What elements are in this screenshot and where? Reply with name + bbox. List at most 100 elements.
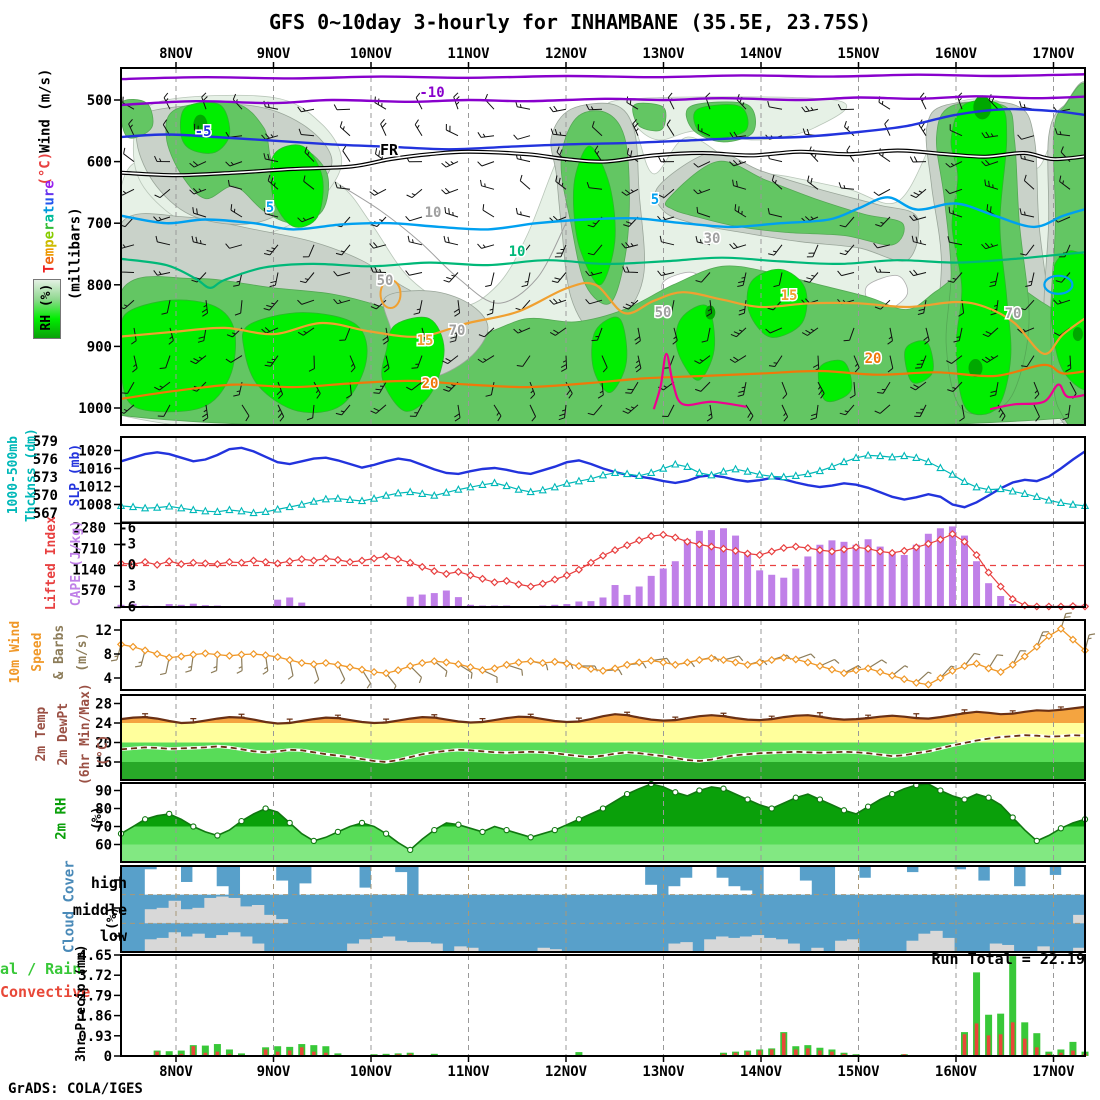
date-label-top: 11NOV xyxy=(447,46,490,62)
date-label-bottom: 10NOV xyxy=(350,1064,393,1080)
contour-label: 70 xyxy=(1005,306,1022,322)
temp-tick-label: 20 xyxy=(95,736,112,752)
temperature-letter: t xyxy=(41,205,58,215)
date-label-bottom: 9NOV xyxy=(257,1064,291,1080)
temperature-letter: a xyxy=(41,214,58,223)
li-tick-label: 0 xyxy=(128,558,136,574)
temperature-letter: u xyxy=(41,197,58,206)
cape-tick-label: 570 xyxy=(81,583,106,599)
date-label-top: 15NOV xyxy=(837,46,880,62)
precip-tick-label: 3.72 xyxy=(78,968,112,984)
date-label-bottom: 14NOV xyxy=(740,1064,783,1080)
panel-cape-li xyxy=(116,523,1090,611)
cape-tick-label: 1710 xyxy=(72,541,106,557)
date-label-top: 9NOV xyxy=(257,46,291,62)
cloud-row-label-middle: middle xyxy=(72,901,127,919)
wind-tick-label: 12 xyxy=(95,623,112,639)
wind-tick-label: 4 xyxy=(104,671,112,687)
contour-label: 10 xyxy=(509,244,526,260)
temperature-letter: T xyxy=(41,264,58,274)
contour-label: -5 xyxy=(195,124,212,140)
precip-legend-total: al / Rain xyxy=(0,960,82,978)
li-tick-label: -6 xyxy=(119,521,136,537)
temp-tick-label: 24 xyxy=(95,716,112,732)
date-label-top: 16NOV xyxy=(935,46,978,62)
contour-label: 30 xyxy=(704,231,721,247)
date-label-bottom: 15NOV xyxy=(837,1064,880,1080)
date-label-bottom: 8NOV xyxy=(159,1064,193,1080)
precip-tick-label: 4.65 xyxy=(78,948,112,964)
temperature-letter: r xyxy=(41,222,58,231)
page-title: GFS 0~10day 3-hourly for INHAMBANE (35.5… xyxy=(268,10,872,34)
temperature-letter: e xyxy=(41,256,58,265)
date-label-bottom: 11NOV xyxy=(447,1064,490,1080)
footer-credit: GrADS: COLA/IGES xyxy=(8,1081,143,1097)
contour-label: 70 xyxy=(449,323,466,339)
pressure-tick-label: 1000 xyxy=(78,401,112,417)
date-label-bottom: 12NOV xyxy=(545,1064,588,1080)
panel-slp-thickness xyxy=(116,437,1090,523)
contour-label: 5 xyxy=(266,200,274,216)
panel-upper-air: -10 -5 FR 5 5 10 10 30 50 50 70 70 15 15 20 20 xyxy=(121,68,1085,425)
precip-legend-convective: Convective xyxy=(0,983,91,1001)
thickness-tick-label: 567 xyxy=(33,506,58,522)
temperature-letter: e xyxy=(41,230,58,240)
axis-title-thickness-2: Thcknss (dm) xyxy=(23,428,39,523)
axis-title-temp2m-4: (°C) xyxy=(95,734,111,766)
axis-title-temp2m-2: 2m DewPt xyxy=(55,702,71,766)
slp-tick-label: 1016 xyxy=(78,462,112,478)
date-label-top: 8NOV xyxy=(159,46,193,62)
axis-title-millibars: (millibars) xyxy=(67,207,84,301)
slp-tick-label: 1012 xyxy=(78,480,112,496)
axis-title-rh: RH (%) xyxy=(38,283,54,331)
axis-title-thickness-1: 1000-500mb xyxy=(5,436,21,515)
run-total-label: Run Total = 22.19 xyxy=(931,950,1085,968)
date-label-top: 13NOV xyxy=(642,46,685,62)
temperature-letter: e xyxy=(41,180,58,189)
rh-tick-label: 60 xyxy=(95,838,112,854)
precip-tick-label: 2.79 xyxy=(78,988,112,1004)
temp-tick-label: 16 xyxy=(95,755,112,771)
pressure-tick-label: 500 xyxy=(87,93,112,109)
pressure-tick-label: 600 xyxy=(87,155,112,171)
temperature-letter: p xyxy=(41,239,58,248)
contour-label: 20 xyxy=(865,351,882,367)
contour-label: FR xyxy=(380,141,399,159)
wind-tick-label: 8 xyxy=(104,647,112,663)
date-label-top: 10NOV xyxy=(350,46,393,62)
temperature-letter: r xyxy=(41,188,58,198)
rh-legend-chip: RH (%) xyxy=(33,279,61,339)
axis-title-temp2m-1: 2m Temp xyxy=(33,706,49,762)
contour-label: 10 xyxy=(425,205,442,221)
precip-tick-label: 0 xyxy=(104,1049,112,1065)
thickness-tick-label: 579 xyxy=(33,434,58,450)
panel-rh2m xyxy=(117,780,1089,862)
cape-tick-label: 1140 xyxy=(72,562,106,578)
contour-label: 15 xyxy=(417,333,434,349)
date-label-top: 14NOV xyxy=(740,46,783,62)
axis-title-wind10m-1: 10m Wind xyxy=(7,620,23,684)
date-label-top: 12NOV xyxy=(545,46,588,62)
date-label-bottom: 17NOV xyxy=(1032,1064,1075,1080)
li-tick-label: 3 xyxy=(128,579,136,595)
panel-temp2m xyxy=(120,695,1086,780)
cape-tick-label: 2280 xyxy=(72,521,106,537)
cloud-row-label-high: high xyxy=(90,874,127,892)
rh-tick-label: 70 xyxy=(95,820,112,836)
contour-label: 50 xyxy=(655,305,672,321)
panel-precip xyxy=(153,955,1089,1056)
thickness-tick-label: 570 xyxy=(33,488,58,504)
pressure-tick-label: 900 xyxy=(87,339,112,355)
axis-title-temp2m-3: (6hr Min/Max) xyxy=(77,683,93,786)
panel-wind10m xyxy=(110,612,1096,690)
slp-tick-label: 1008 xyxy=(78,498,112,514)
contour-label: 20 xyxy=(422,376,439,392)
pressure-tick-label: 800 xyxy=(87,278,112,294)
date-label-bottom: 13NOV xyxy=(642,1064,685,1080)
rh-tick-label: 80 xyxy=(95,802,112,818)
thickness-tick-label: 573 xyxy=(33,470,58,486)
precip-tick-label: 0.93 xyxy=(78,1029,112,1045)
axis-title-rh2m-pct: (%) xyxy=(89,806,105,830)
